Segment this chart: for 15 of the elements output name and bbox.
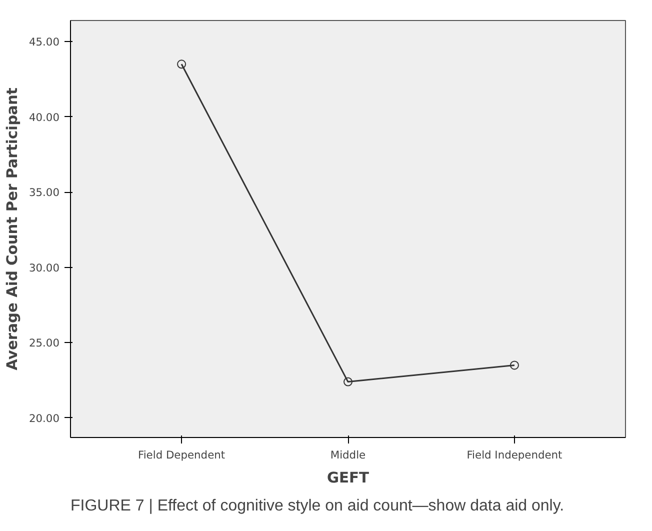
point — [510, 360, 519, 370]
point — [344, 377, 352, 386]
x-axis-title: GEFT — [326, 470, 370, 486]
point — [177, 60, 186, 69]
x-tick-label: Middle — [330, 448, 366, 462]
y-tick-label: 40.00 — [28, 110, 60, 124]
y-axis-title: Average Aid Count Per Participant — [4, 88, 21, 370]
x-tick-label: Field Dependent — [138, 448, 226, 462]
y-tick-label: 30.00 — [28, 261, 60, 274]
y-tick-label: 20.00 — [28, 412, 60, 425]
x-tick-label: Field Independent — [466, 448, 562, 462]
y-tick-label: 25.00 — [28, 336, 60, 350]
y-tick-label: 45.00 — [28, 36, 60, 49]
y-tick-label: 35.00 — [28, 186, 60, 200]
caption: FIGURE 7 | Effect of cognitive style on aid count—show data aid only. — [70, 498, 564, 514]
